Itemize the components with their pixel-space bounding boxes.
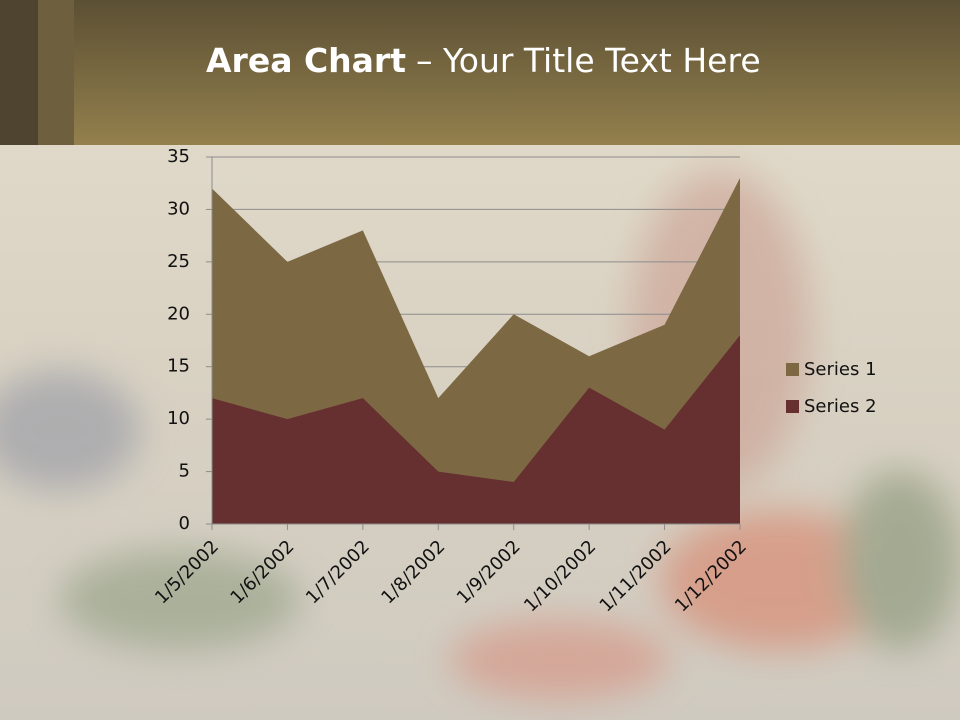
y-tick-label: 20 bbox=[167, 303, 190, 324]
y-tick-label: 30 bbox=[167, 198, 190, 219]
legend-swatch bbox=[786, 400, 799, 413]
y-tick-label: 0 bbox=[179, 513, 190, 534]
header-band bbox=[0, 0, 960, 145]
legend-label: Series 1 bbox=[804, 359, 877, 380]
y-tick-label: 5 bbox=[179, 461, 190, 482]
legend-swatch bbox=[786, 363, 799, 376]
header-strip bbox=[38, 0, 74, 145]
title-rest: – Your Title Text Here bbox=[416, 41, 761, 80]
y-tick-label: 25 bbox=[167, 251, 190, 272]
y-tick-label: 35 bbox=[167, 146, 190, 167]
legend-label: Series 2 bbox=[804, 396, 877, 417]
slide-title: Area Chart – Your Title Text Here bbox=[206, 41, 761, 80]
y-tick-label: 10 bbox=[167, 408, 190, 429]
y-tick-label: 15 bbox=[167, 356, 190, 377]
header-strip bbox=[0, 0, 38, 145]
title-bold: Area Chart bbox=[206, 41, 406, 80]
area bbox=[212, 335, 740, 524]
